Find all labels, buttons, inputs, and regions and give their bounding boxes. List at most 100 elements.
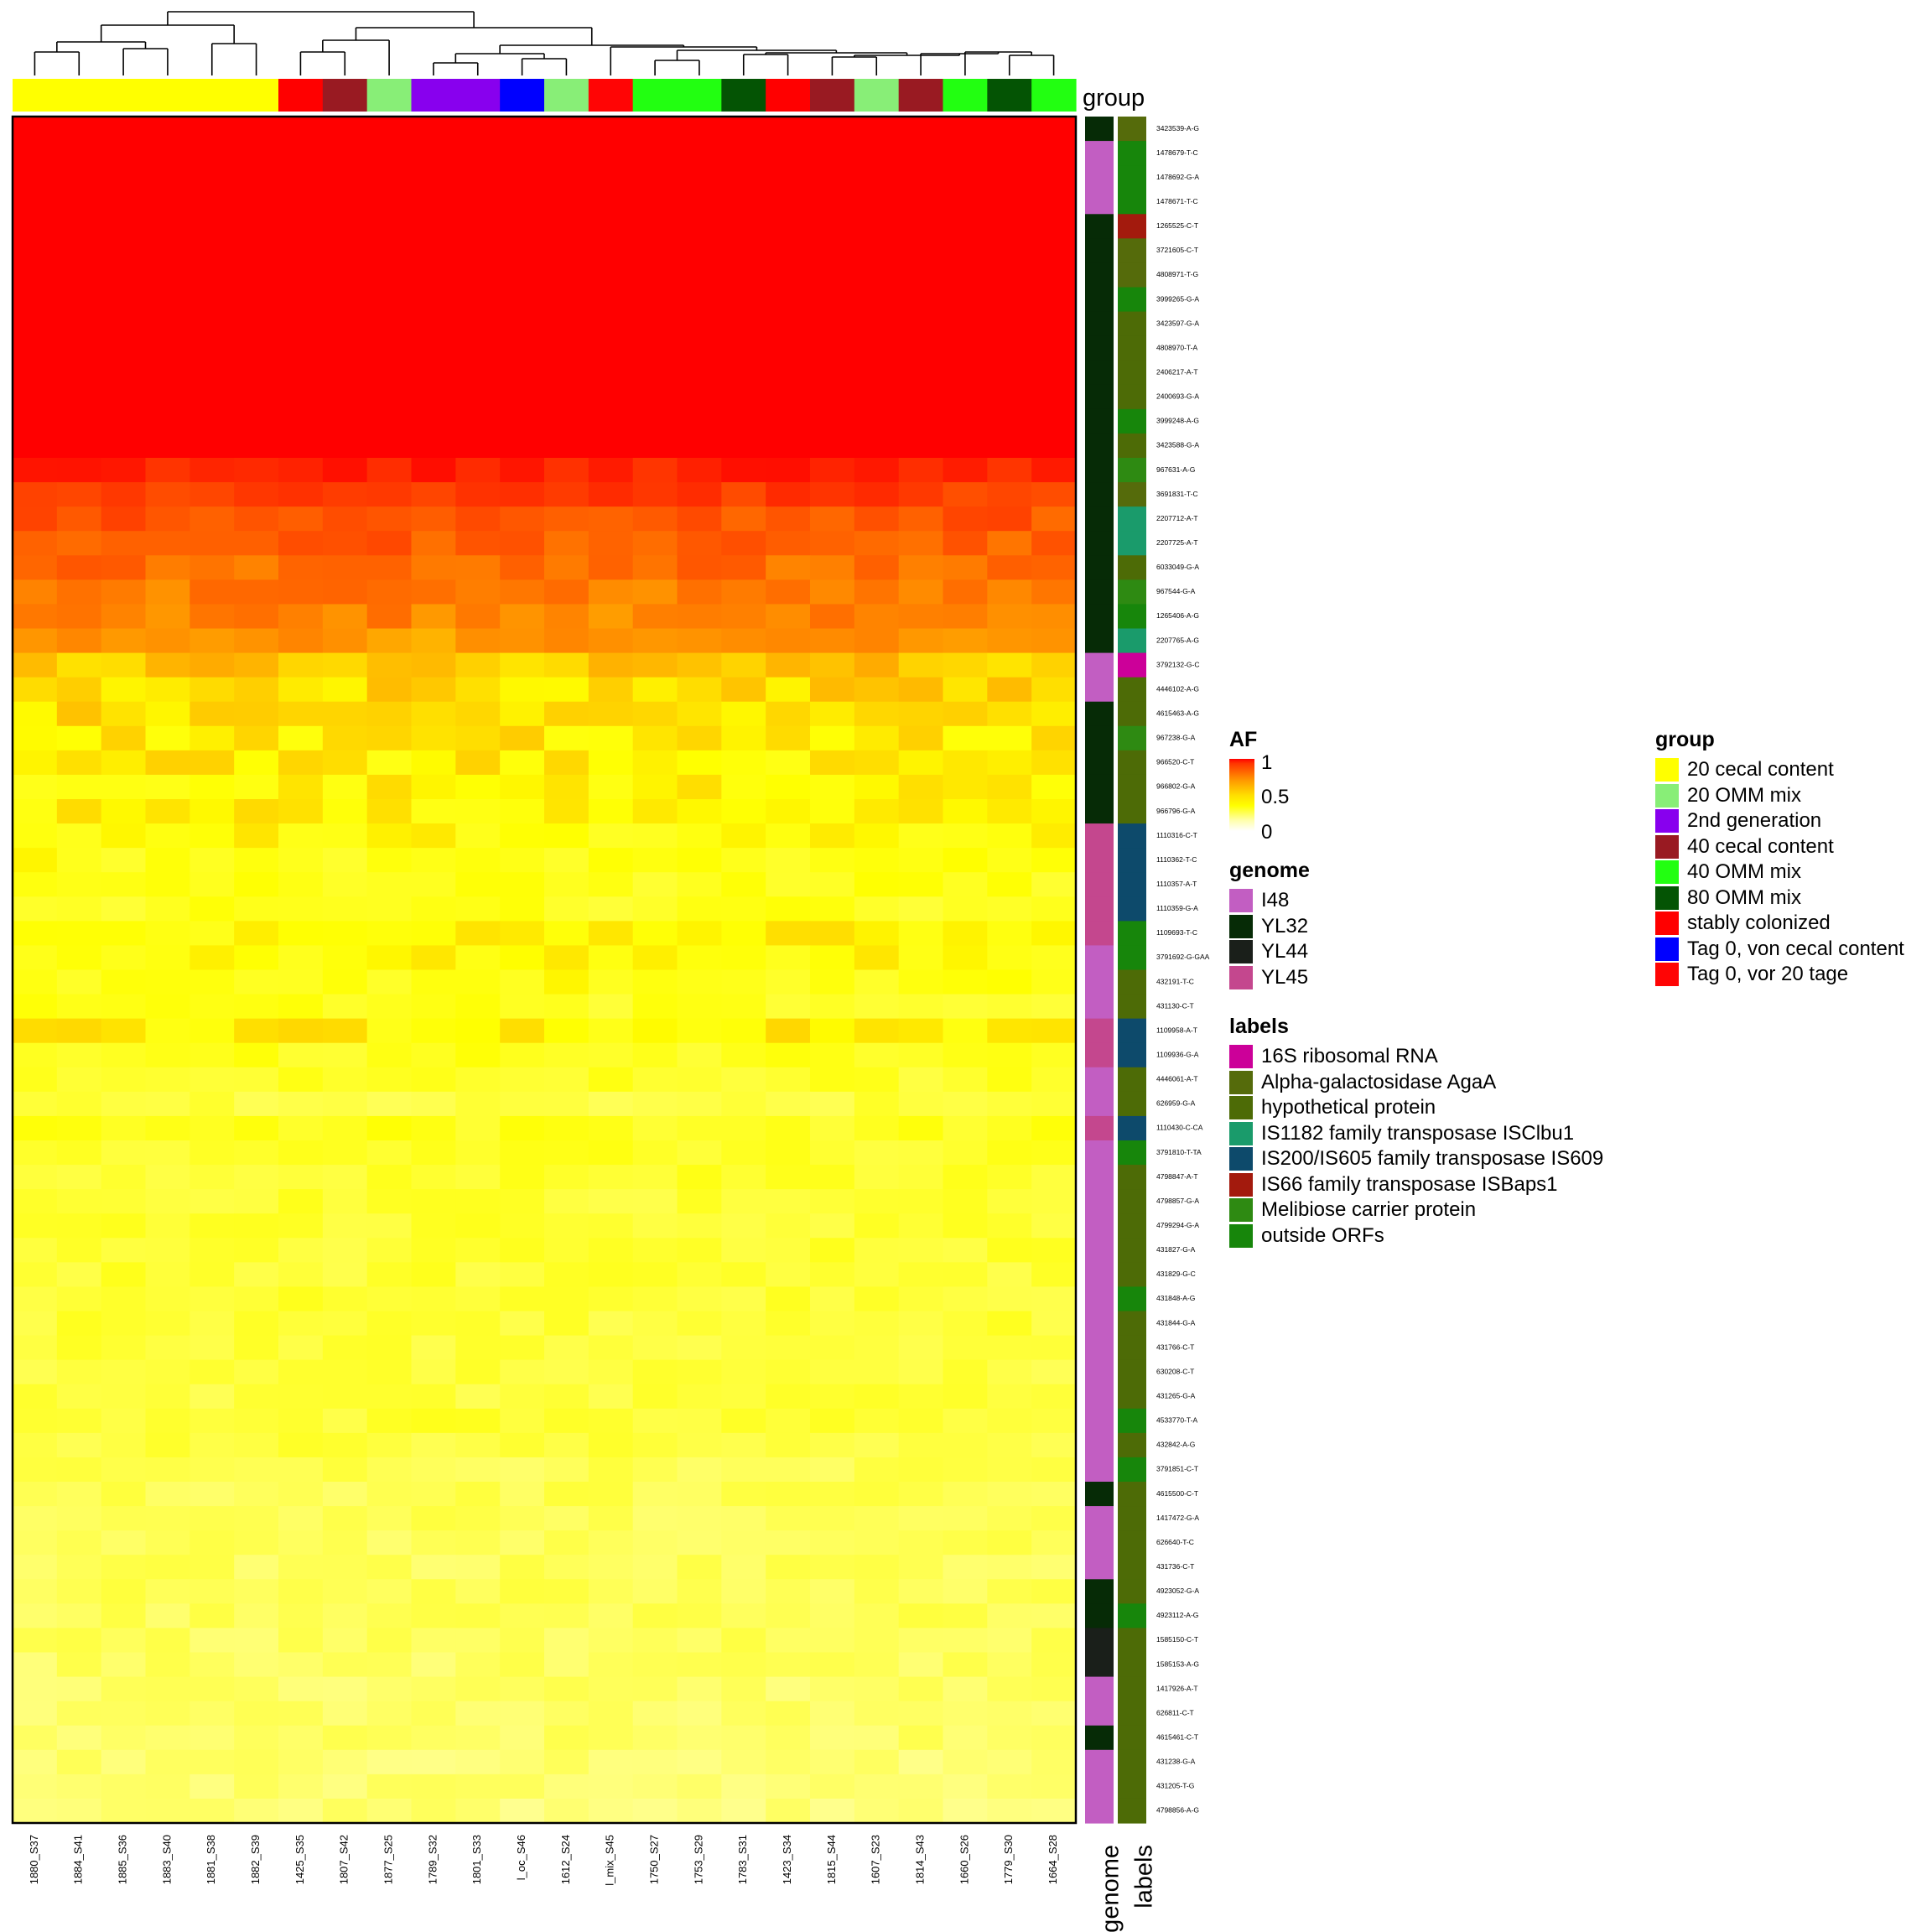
- heatmap-cell: [854, 1798, 900, 1824]
- heatmap-cell: [987, 458, 1032, 483]
- heatmap-cell: [190, 117, 235, 142]
- heatmap-cell: [278, 652, 324, 678]
- heatmap-cell: [898, 725, 944, 751]
- heatmap-cell: [56, 433, 102, 459]
- heatmap-cell: [854, 1530, 900, 1555]
- heatmap-cell: [322, 238, 368, 264]
- heatmap-cell: [278, 482, 324, 507]
- heatmap-cell: [721, 725, 766, 751]
- row-name: 3691831-T-C: [1156, 490, 1198, 498]
- heatmap-cell: [987, 1262, 1032, 1288]
- heatmap-cell: [632, 1530, 678, 1555]
- heatmap-cell: [13, 848, 58, 873]
- heatmap-cell: [455, 1091, 501, 1117]
- heatmap-cell: [987, 872, 1032, 897]
- heatmap-cell: [500, 1115, 545, 1141]
- heatmap-cell: [810, 823, 855, 849]
- heatmap-cell: [234, 1165, 279, 1190]
- heatmap-cell: [677, 1652, 722, 1678]
- heatmap-cell: [544, 1555, 589, 1580]
- heatmap-cell: [500, 848, 545, 873]
- heatmap-cell: [1031, 360, 1077, 386]
- heatmap-cell: [145, 677, 190, 703]
- heatmap-cell: [632, 1140, 678, 1166]
- heatmap-cell: [500, 141, 545, 166]
- heatmap-cell: [411, 994, 456, 1020]
- row-name: 432191-T-C: [1156, 977, 1194, 985]
- heatmap-cell: [278, 1749, 324, 1775]
- genome-legend-item: I48: [1229, 888, 1310, 914]
- heatmap-cell: [943, 117, 988, 142]
- heatmap-cell: [766, 1749, 811, 1775]
- heatmap-cell: [190, 1725, 235, 1751]
- heatmap-cell: [234, 1701, 279, 1727]
- heatmap-cell: [101, 1579, 147, 1604]
- heatmap-cell: [810, 190, 855, 215]
- heatmap-cell: [322, 994, 368, 1020]
- genome-cell: [1085, 1140, 1114, 1166]
- heatmap-cell: [455, 408, 501, 434]
- heatmap-cell: [278, 1091, 324, 1117]
- heatmap-cell: [766, 1091, 811, 1117]
- heatmap-cell: [13, 287, 58, 313]
- heatmap-cell: [366, 141, 413, 166]
- heatmap-cell: [455, 1384, 501, 1410]
- heatmap-cell: [898, 458, 944, 483]
- heatmap-cell: [56, 238, 102, 264]
- heatmap-cell: [101, 1482, 147, 1507]
- heatmap-cell: [632, 238, 678, 264]
- heatmap-cell: [500, 1798, 545, 1824]
- heatmap-cell: [677, 1286, 722, 1312]
- heatmap-cell: [588, 848, 634, 873]
- heatmap-cell: [322, 1579, 368, 1604]
- group-cell: [322, 79, 368, 112]
- heatmap-cell: [766, 482, 811, 507]
- heatmap-cell: [500, 190, 545, 215]
- heatmap-cell: [854, 994, 900, 1020]
- heatmap-cell: [13, 1701, 58, 1727]
- heatmap-cell: [13, 725, 58, 751]
- heatmap-cell: [854, 774, 900, 800]
- group-legend-item: 80 OMM mix: [1655, 886, 1904, 911]
- heatmap-cell: [234, 1189, 279, 1214]
- heatmap-cell: [322, 921, 368, 947]
- heatmap-cell: [500, 1091, 545, 1117]
- legend-label: 40 cecal content: [1687, 834, 1834, 858]
- heatmap-cell: [101, 994, 147, 1020]
- heatmap-cell: [632, 1482, 678, 1507]
- genome-cell: [1085, 1165, 1114, 1190]
- heatmap-cell: [544, 433, 589, 459]
- heatmap-cell: [366, 1042, 413, 1068]
- heatmap-cell: [588, 1652, 634, 1678]
- heatmap-cell: [987, 1311, 1032, 1337]
- heatmap-cell: [1031, 1018, 1077, 1044]
- heatmap-cell: [455, 750, 501, 776]
- heatmap-cell: [190, 1482, 235, 1507]
- heatmap-cell: [810, 238, 855, 264]
- heatmap-cell: [500, 1725, 545, 1751]
- heatmap-cell: [721, 1091, 766, 1117]
- row-names: 3423539-A-G1478679-T-C1478692-G-A1478671…: [1156, 124, 1210, 1815]
- heatmap-cell: [56, 458, 102, 483]
- heatmap-cell: [898, 287, 944, 313]
- heatmap-cell: [1031, 725, 1077, 751]
- labels-cell: [1118, 1213, 1146, 1239]
- heatmap-cell: [366, 1067, 413, 1093]
- heatmap-cell: [366, 823, 413, 849]
- heatmap-cell: [898, 872, 944, 897]
- heatmap-cell: [500, 1603, 545, 1629]
- heatmap-cell: [943, 335, 988, 361]
- heatmap-cell: [677, 604, 722, 630]
- heatmap-cell: [145, 969, 190, 995]
- heatmap-cell: [987, 384, 1032, 410]
- heatmap-cell: [677, 774, 722, 800]
- heatmap-cell: [455, 238, 501, 264]
- labels-legend-item: hypothetical protein: [1229, 1095, 1603, 1121]
- heatmap-cell: [854, 458, 900, 483]
- heatmap-cell: [234, 117, 279, 142]
- heatmap-cell: [898, 1774, 944, 1800]
- heatmap-cell: [278, 1359, 324, 1385]
- heatmap-cell: [943, 945, 988, 971]
- heatmap-cell: [455, 1774, 501, 1800]
- heatmap-cell: [234, 1408, 279, 1434]
